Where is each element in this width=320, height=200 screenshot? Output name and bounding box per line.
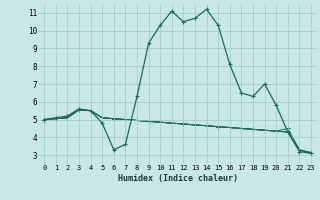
X-axis label: Humidex (Indice chaleur): Humidex (Indice chaleur) bbox=[118, 174, 238, 183]
